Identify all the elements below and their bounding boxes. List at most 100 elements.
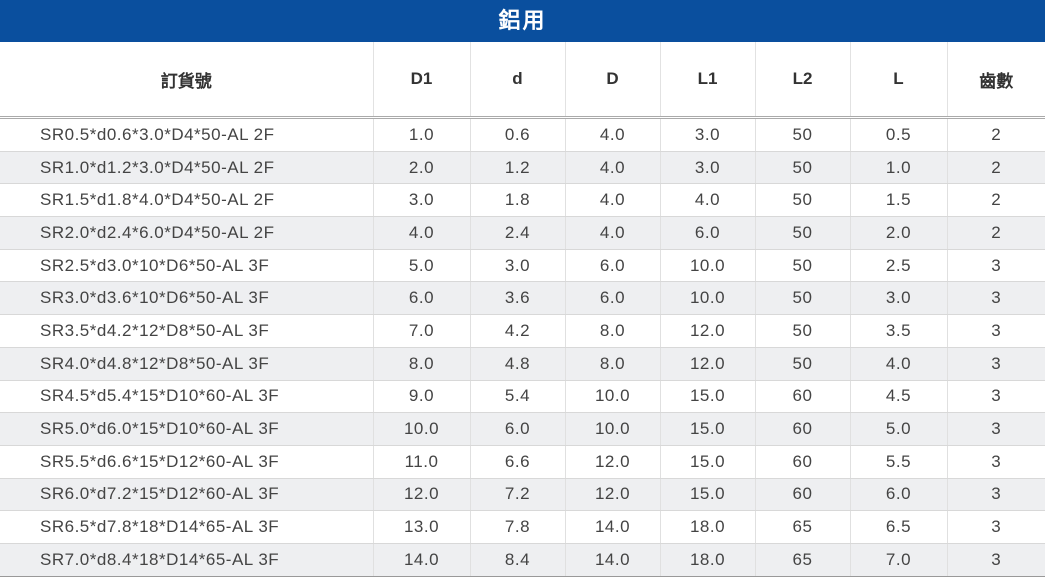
value-cell: 10.0	[659, 249, 755, 283]
value-cell: 5.0	[372, 249, 470, 283]
order-number-cell: SR0.5*d0.6*3.0*D4*50-AL 2F	[0, 117, 373, 152]
value-cell: 12.0	[564, 478, 660, 512]
value-cell: 3.0	[849, 281, 947, 316]
table-row: SR5.5*d6.6*15*D12*60-AL 3F 11.0 6.6 12.0 15.…	[0, 445, 1045, 479]
value-cell: 2.0	[372, 151, 470, 185]
value-cell: 4.0	[659, 183, 755, 218]
value-cell: 3.6	[469, 281, 565, 316]
value-cell: 7.0	[372, 314, 470, 348]
order-number-cell: SR7.0*d8.4*18*D14*65-AL 3F	[0, 543, 373, 578]
value-cell: 3	[946, 445, 1045, 479]
order-number-cell: SR1.5*d1.8*4.0*D4*50-AL 2F	[0, 183, 373, 218]
value-cell: 8.0	[372, 347, 470, 381]
value-cell: 7.8	[469, 510, 565, 544]
order-number-cell: SR3.0*d3.6*10*D6*50-AL 3F	[0, 281, 373, 316]
table-row: SR3.0*d3.6*10*D6*50-AL 3F 6.0 3.6 6.0 10.0 50…	[0, 281, 1045, 316]
order-number-cell: SR5.5*d6.6*15*D12*60-AL 3F	[0, 445, 373, 479]
value-cell: 4.2	[469, 314, 565, 348]
value-cell: 50	[754, 183, 850, 218]
value-cell: 15.0	[659, 412, 755, 446]
value-cell: 2.0	[849, 216, 947, 250]
value-cell: 3	[946, 314, 1045, 348]
value-cell: 6.0	[469, 412, 565, 446]
value-cell: 6.0	[659, 216, 755, 250]
value-cell: 0.5	[849, 117, 947, 152]
value-cell: 1.0	[849, 151, 947, 185]
table-row: SR0.5*d0.6*3.0*D4*50-AL 2F 1.0 0.6 4.0 3.0 50…	[0, 117, 1045, 152]
order-number-cell: SR2.5*d3.0*10*D6*50-AL 3F	[0, 249, 373, 283]
order-number-cell: SR6.0*d7.2*15*D12*60-AL 3F	[0, 478, 373, 512]
order-number-cell: SR4.0*d4.8*12*D8*50-AL 3F	[0, 347, 373, 381]
order-number-cell: SR6.5*d7.8*18*D14*65-AL 3F	[0, 510, 373, 544]
value-cell: 2	[946, 151, 1045, 185]
column-header: D1	[372, 42, 470, 119]
value-cell: 3	[946, 543, 1045, 578]
value-cell: 50	[754, 281, 850, 316]
value-cell: 1.5	[849, 183, 947, 218]
value-cell: 9.0	[372, 380, 470, 414]
value-cell: 50	[754, 151, 850, 185]
value-cell: 10.0	[659, 281, 755, 316]
value-cell: 4.0	[372, 216, 470, 250]
value-cell: 2.5	[849, 249, 947, 283]
table-row: SR7.0*d8.4*18*D14*65-AL 3F 14.0 8.4 14.0 18.…	[0, 543, 1045, 578]
value-cell: 4.0	[564, 183, 660, 218]
column-header: L	[849, 42, 947, 119]
value-cell: 14.0	[372, 543, 470, 578]
value-cell: 4.0	[564, 216, 660, 250]
value-cell: 2	[946, 216, 1045, 250]
value-cell: 60	[754, 380, 850, 414]
value-cell: 10.0	[564, 412, 660, 446]
value-cell: 5.0	[849, 412, 947, 446]
value-cell: 6.5	[849, 510, 947, 544]
value-cell: 3.0	[659, 151, 755, 185]
header-row: 訂貨號 D1 d D L1 L2 L 齒數	[0, 42, 1045, 119]
value-cell: 2	[946, 183, 1045, 218]
value-cell: 60	[754, 412, 850, 446]
value-cell: 15.0	[659, 478, 755, 512]
spec-table: 訂貨號 D1 d D L1 L2 L 齒數 SR0.5*d0.6*3.0*D4*50-AL 2…	[0, 42, 1045, 578]
value-cell: 11.0	[372, 445, 470, 479]
value-cell: 1.0	[372, 117, 470, 152]
value-cell: 5.4	[469, 380, 565, 414]
order-number-cell: SR1.0*d1.2*3.0*D4*50-AL 2F	[0, 151, 373, 185]
value-cell: 12.0	[659, 314, 755, 348]
column-header: L2	[754, 42, 850, 119]
value-cell: 8.0	[564, 314, 660, 348]
value-cell: 3.0	[469, 249, 565, 283]
column-header: 齒數	[946, 42, 1045, 119]
table-row: SR4.5*d5.4*15*D10*60-AL 3F 9.0 5.4 10.0 15.0…	[0, 380, 1045, 414]
value-cell: 50	[754, 347, 850, 381]
value-cell: 18.0	[659, 510, 755, 544]
value-cell: 4.0	[564, 117, 660, 152]
value-cell: 50	[754, 249, 850, 283]
table-row: SR1.5*d1.8*4.0*D4*50-AL 2F 3.0 1.8 4.0 4.0 50…	[0, 183, 1045, 218]
value-cell: 14.0	[564, 543, 660, 578]
value-cell: 3	[946, 478, 1045, 512]
table-row: SR4.0*d4.8*12*D8*50-AL 3F 8.0 4.8 8.0 12.0 50…	[0, 347, 1045, 381]
order-number-cell: SR5.0*d6.0*15*D10*60-AL 3F	[0, 412, 373, 446]
value-cell: 4.8	[469, 347, 565, 381]
value-cell: 12.0	[564, 445, 660, 479]
value-cell: 14.0	[564, 510, 660, 544]
column-header: D	[564, 42, 660, 119]
value-cell: 3	[946, 510, 1045, 544]
order-number-cell: SR4.5*d5.4*15*D10*60-AL 3F	[0, 380, 373, 414]
value-cell: 6.0	[372, 281, 470, 316]
value-cell: 3	[946, 249, 1045, 283]
value-cell: 1.8	[469, 183, 565, 218]
value-cell: 0.6	[469, 117, 565, 152]
table-row: SR3.5*d4.2*12*D8*50-AL 3F 7.0 4.2 8.0 12.0 50…	[0, 314, 1045, 348]
value-cell: 10.0	[372, 412, 470, 446]
value-cell: 3.0	[659, 117, 755, 152]
table-row: SR1.0*d1.2*3.0*D4*50-AL 2F 2.0 1.2 4.0 3.0 50…	[0, 151, 1045, 185]
value-cell: 7.0	[849, 543, 947, 578]
value-cell: 4.0	[564, 151, 660, 185]
value-cell: 10.0	[564, 380, 660, 414]
order-number-cell: SR3.5*d4.2*12*D8*50-AL 3F	[0, 314, 373, 348]
table-row: SR6.5*d7.8*18*D14*65-AL 3F 13.0 7.8 14.0 18.…	[0, 510, 1045, 544]
value-cell: 15.0	[659, 380, 755, 414]
column-header: 訂貨號	[0, 42, 373, 119]
value-cell: 65	[754, 510, 850, 544]
